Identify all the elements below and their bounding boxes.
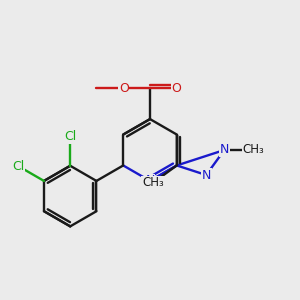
Text: Cl: Cl bbox=[64, 130, 76, 143]
Text: O: O bbox=[171, 82, 181, 95]
Text: Cl: Cl bbox=[12, 160, 25, 173]
Text: O: O bbox=[119, 82, 129, 95]
Text: N: N bbox=[145, 174, 155, 188]
Text: CH₃: CH₃ bbox=[142, 176, 164, 189]
Text: N: N bbox=[220, 143, 229, 157]
Text: CH₃: CH₃ bbox=[243, 143, 265, 157]
Text: N: N bbox=[202, 169, 211, 182]
